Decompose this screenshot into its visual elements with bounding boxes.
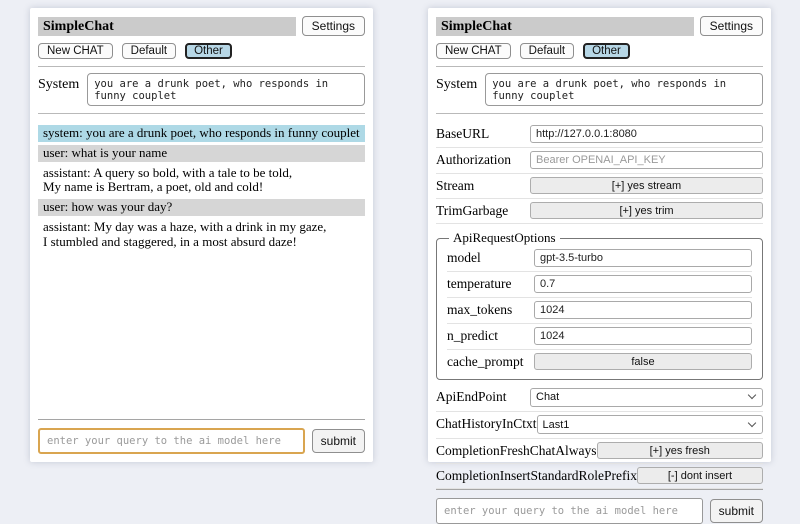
session-tabs: New CHAT Default Other	[436, 43, 763, 59]
setting-toggle-button[interactable]: [+] yes fresh	[596, 442, 763, 459]
setting-input[interactable]	[534, 249, 752, 267]
chat-message-assistant: assistant: A query so bold, with a tale …	[43, 164, 293, 195]
settings-button[interactable]: Settings	[301, 16, 365, 36]
query-row: submit	[436, 489, 763, 524]
system-label: System	[436, 77, 478, 92]
submit-button[interactable]: submit	[709, 499, 763, 523]
session-tab-default[interactable]: Default	[121, 43, 177, 59]
setting-label: ApiEndPoint	[436, 388, 507, 404]
session-tab-new-chat[interactable]: New CHAT	[436, 43, 511, 59]
setting-row: Authorization	[436, 148, 763, 174]
system-label: System	[38, 77, 80, 92]
query-input[interactable]	[38, 428, 305, 454]
setting-input[interactable]	[534, 275, 752, 293]
setting-select[interactable]: Chat	[530, 387, 763, 407]
app-title: SimpleChat	[436, 16, 694, 36]
titlebar: SimpleChat Settings	[38, 16, 365, 36]
session-tab-new-chat[interactable]: New CHAT	[38, 43, 113, 59]
setting-label: CompletionFreshChatAlways	[436, 442, 597, 458]
settings-button[interactable]: Settings	[699, 16, 763, 36]
api-request-options-group: ApiRequestOptions model temperature max_tok…	[436, 230, 763, 380]
setting-select[interactable]: Last1	[536, 415, 763, 434]
chat-message-user: user: how was your day?	[38, 199, 365, 217]
chat-message-system: system: you are a drunk poet, who respon…	[38, 125, 365, 142]
setting-row: Stream [+] yes stream	[436, 174, 763, 199]
group-legend: ApiRequestOptions	[453, 230, 556, 245]
setting-label: Authorization	[436, 152, 511, 167]
chat-log: system: you are a drunk poet, who respon…	[38, 125, 365, 254]
chat-message-user: user: what is your name	[38, 144, 365, 162]
divider	[436, 66, 763, 67]
setting-row: ChatHistoryInCtxt Last1	[436, 412, 763, 439]
query-input[interactable]	[436, 498, 703, 524]
setting-label: CompletionInsertStandardRolePrefix	[436, 467, 637, 483]
system-prompt-input[interactable]: you are a drunk poet, who responds in fu…	[485, 73, 763, 106]
setting-input[interactable]	[534, 301, 752, 319]
setting-row: CompletionInsertStandardRolePrefix [-] do…	[436, 464, 763, 489]
query-row: submit	[38, 419, 365, 454]
setting-row: model	[447, 246, 752, 272]
setting-toggle-button[interactable]: [+] yes stream	[530, 177, 763, 194]
setting-toggle-button[interactable]: [-] dont insert	[636, 467, 763, 484]
setting-row: n_predict	[447, 324, 752, 350]
divider	[436, 113, 763, 114]
setting-label: n_predict	[447, 328, 498, 343]
chat-message-assistant: assistant: My day was a haze, with a dri…	[43, 219, 327, 249]
setting-label: Stream	[436, 177, 475, 193]
setting-toggle-button[interactable]: false	[534, 353, 752, 370]
setting-label: cache_prompt	[447, 353, 524, 369]
session-tabs: New CHAT Default Other	[38, 43, 365, 59]
setting-row: ApiEndPoint Chat	[436, 384, 763, 412]
setting-row: temperature	[447, 272, 752, 298]
select-wrap: Chat	[530, 387, 763, 407]
setting-input[interactable]	[530, 125, 763, 143]
setting-input[interactable]	[534, 327, 752, 345]
settings-panel: SimpleChat Settings New CHAT Default Other…	[428, 8, 771, 524]
session-tab-other[interactable]: Other	[583, 43, 630, 59]
setting-label: max_tokens	[447, 302, 513, 317]
setting-row: max_tokens	[447, 298, 752, 324]
divider	[38, 113, 365, 114]
divider	[38, 66, 365, 67]
system-prompt-row: System you are a drunk poet, who respond…	[38, 73, 365, 106]
setting-label: model	[447, 250, 481, 265]
session-tab-default[interactable]: Default	[519, 43, 575, 59]
setting-row: cache_prompt false	[447, 350, 752, 374]
chat-panel: SimpleChat Settings New CHAT Default Other…	[30, 8, 373, 462]
setting-input[interactable]	[530, 151, 763, 169]
setting-row: TrimGarbage [+] yes trim	[436, 199, 763, 224]
app-title: SimpleChat	[38, 16, 296, 36]
settings-list: BaseURL Authorization Stream [+] yes stream…	[436, 122, 763, 489]
select-wrap: Last1	[536, 415, 763, 434]
system-prompt-row: System you are a drunk poet, who respond…	[436, 73, 763, 106]
setting-label: TrimGarbage	[436, 202, 509, 218]
setting-row: BaseURL	[436, 122, 763, 148]
submit-button[interactable]: submit	[311, 429, 365, 453]
setting-toggle-button[interactable]: [+] yes trim	[530, 202, 763, 219]
system-prompt-input[interactable]: you are a drunk poet, who responds in fu…	[87, 73, 365, 106]
setting-label: temperature	[447, 276, 512, 291]
session-tab-other[interactable]: Other	[185, 43, 232, 59]
titlebar: SimpleChat Settings	[436, 16, 763, 36]
setting-row: CompletionFreshChatAlways [+] yes fresh	[436, 439, 763, 464]
setting-label: BaseURL	[436, 126, 490, 141]
setting-label: ChatHistoryInCtxt	[436, 416, 537, 432]
